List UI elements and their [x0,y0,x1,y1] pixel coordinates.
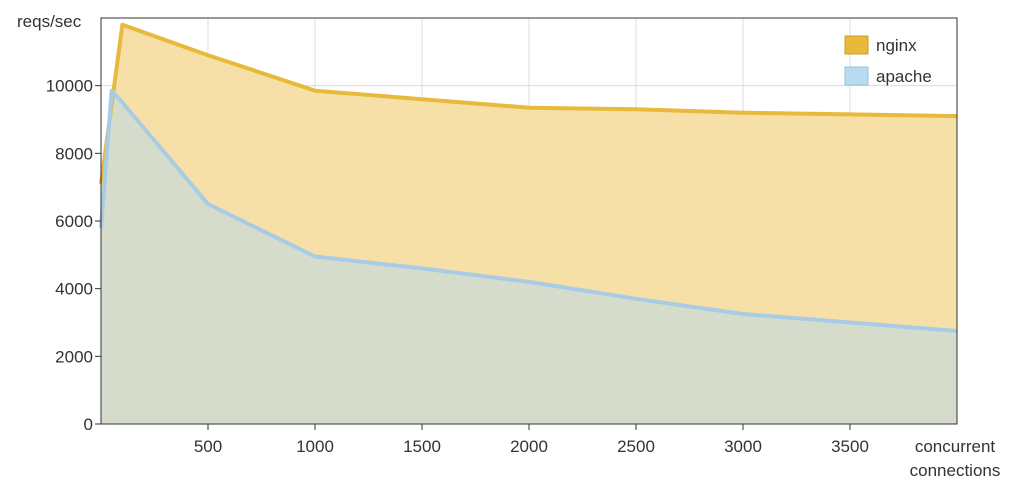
x-axis-label-line-2: connections [910,461,1001,480]
x-tick-label: 3500 [831,437,869,456]
line-nginx [99,22,958,185]
x-tick-label: 1500 [403,437,441,456]
line-apache [99,88,958,333]
y-tick-label: 4000 [55,280,93,299]
legend-label-nginx: nginx [876,36,917,55]
y-axis-label: reqs/sec [17,12,82,31]
area-apache [101,90,957,424]
y-tick-label: 2000 [55,347,93,366]
series-lines [99,22,958,333]
y-tick-label: 10000 [46,77,93,96]
x-axis-label-line-1: concurrent [915,437,996,456]
x-tick-label: 1000 [296,437,334,456]
legend-label-apache: apache [876,67,932,86]
legend-swatch-apache [844,66,869,86]
y-axis-ticks: 0 2000 4000 6000 8000 10000 [46,77,101,434]
x-tick-label: 500 [194,437,222,456]
y-tick-label: 8000 [55,144,93,163]
x-tick-label: 3000 [724,437,762,456]
x-axis-ticks: 500 1000 1500 2000 2500 3000 3500 [194,424,869,456]
legend: nginx apache [844,35,932,86]
y-tick-label: 0 [84,415,93,434]
y-tick-label: 6000 [55,212,93,231]
legend-swatch-nginx [844,35,869,55]
x-tick-label: 2500 [617,437,655,456]
series-areas [101,24,957,425]
x-tick-label: 2000 [510,437,548,456]
